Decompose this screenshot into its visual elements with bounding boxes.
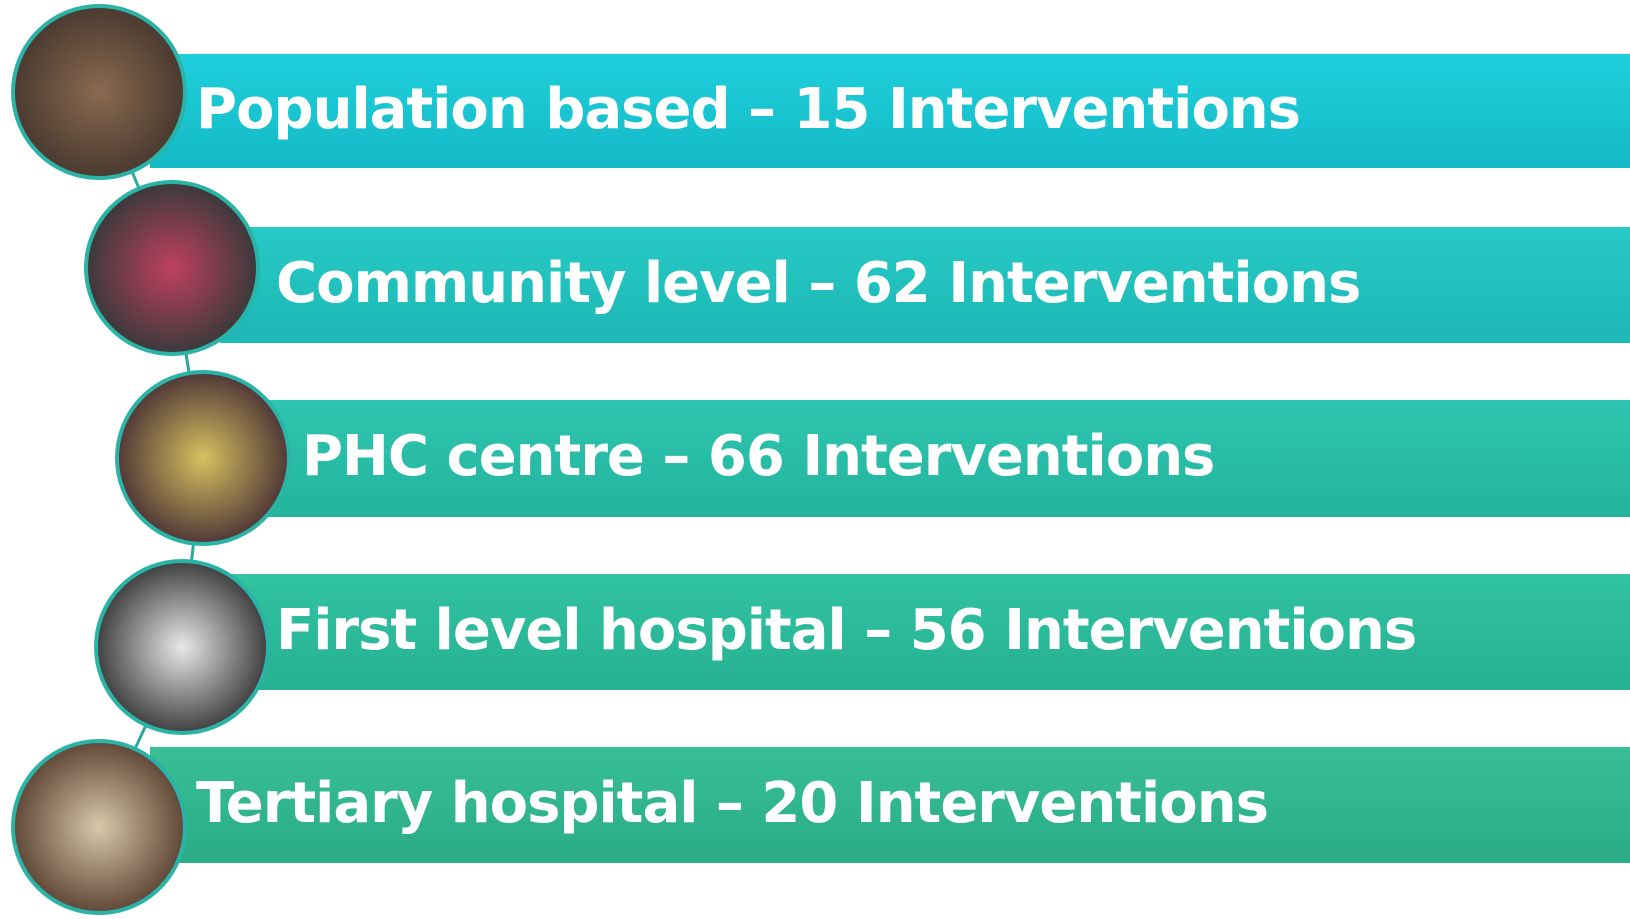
photo xyxy=(96,561,268,733)
photo xyxy=(117,372,289,544)
level-label: Tertiary hospital – 20 Interventions xyxy=(196,771,1268,836)
level-label: Community level – 62 Interventions xyxy=(276,251,1360,316)
level-label: Population based – 15 Interventions xyxy=(196,77,1300,142)
level-label: First level hospital – 56 Interventions xyxy=(276,598,1416,663)
slide: Population based – 15 Interventions Comm… xyxy=(0,0,1630,919)
photo xyxy=(13,6,185,178)
level-label: PHC centre – 66 Interventions xyxy=(302,424,1214,489)
photo xyxy=(13,741,185,913)
photo xyxy=(86,182,258,354)
